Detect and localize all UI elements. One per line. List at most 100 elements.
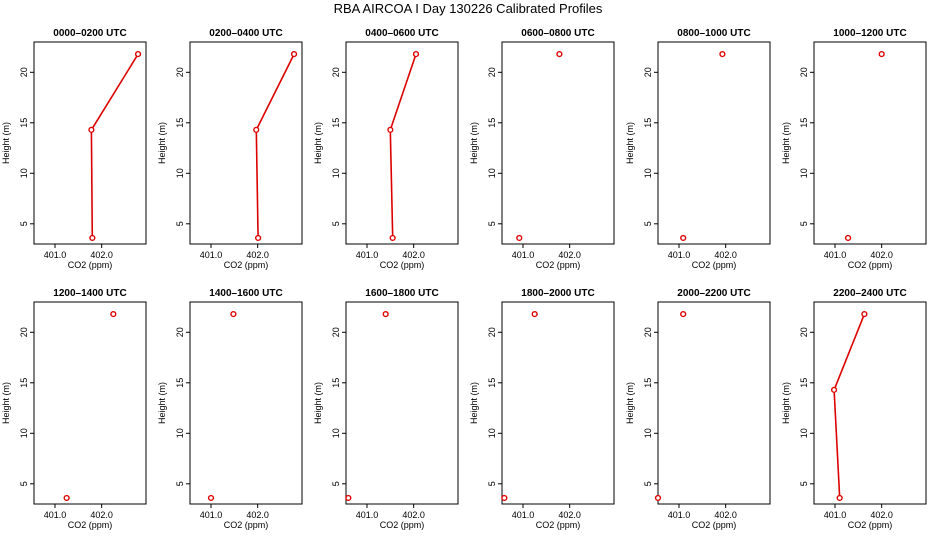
panel-title: 2200–2400 UTC xyxy=(833,288,906,299)
profile-point xyxy=(89,234,96,242)
y-tick-label: 15 xyxy=(175,378,185,388)
y-tick-label: 20 xyxy=(799,327,809,337)
plot-frame xyxy=(33,41,147,245)
plot-frame xyxy=(33,301,147,505)
x-tick-label: 402.0 xyxy=(870,510,893,520)
x-axis-label: CO2 (ppm) xyxy=(380,520,425,530)
x-axis-label: CO2 (ppm) xyxy=(536,260,581,270)
profile-point xyxy=(516,234,523,242)
x-tick-label: 402.0 xyxy=(714,510,737,520)
plot-frame xyxy=(345,301,459,505)
y-tick-label: 5 xyxy=(799,481,809,486)
profile-line xyxy=(90,53,139,238)
profile-point xyxy=(654,494,662,502)
y-tick-label: 10 xyxy=(487,428,497,438)
y-tick-label: 5 xyxy=(643,481,653,486)
y-tick-label: 5 xyxy=(331,481,341,486)
x-tick-label: 402.0 xyxy=(246,250,269,260)
y-tick-label: 10 xyxy=(175,428,185,438)
chart-main-title: RBA AIRCOA I Day 130226 Calibrated Profi… xyxy=(333,1,603,16)
x-tick-label: 402.0 xyxy=(90,510,113,520)
y-tick-label: 15 xyxy=(487,378,497,388)
y-tick-label: 20 xyxy=(487,327,497,337)
x-axis-label: CO2 (ppm) xyxy=(692,520,737,530)
profile-line xyxy=(255,53,295,238)
y-tick-label: 20 xyxy=(331,67,341,77)
x-axis-label: CO2 (ppm) xyxy=(692,260,737,270)
y-tick-label: 5 xyxy=(19,221,29,226)
profile-point xyxy=(255,234,262,242)
profile-point xyxy=(556,51,563,58)
profile-point xyxy=(63,494,70,502)
y-axis-label: Height (m) xyxy=(313,382,323,424)
plot-frame xyxy=(345,41,459,245)
panel-title: 1000–1200 UTC xyxy=(833,28,906,39)
profile-point xyxy=(387,126,394,133)
y-tick-label: 10 xyxy=(331,428,341,438)
y-tick-label: 10 xyxy=(799,168,809,178)
y-tick-label: 20 xyxy=(799,67,809,77)
y-tick-label: 20 xyxy=(487,67,497,77)
profile-point xyxy=(253,126,260,133)
profile-line xyxy=(389,53,417,238)
x-axis-label: CO2 (ppm) xyxy=(380,260,425,270)
plot-frame xyxy=(189,41,303,245)
x-axis-label: CO2 (ppm) xyxy=(224,520,269,530)
y-tick-label: 5 xyxy=(175,221,185,226)
plot-frame xyxy=(501,41,615,245)
x-tick-label: 401.0 xyxy=(44,250,67,260)
y-tick-label: 10 xyxy=(175,168,185,178)
panel-title: 0000–0200 UTC xyxy=(53,28,126,39)
profile-point xyxy=(389,234,396,242)
plot-frame xyxy=(813,301,927,505)
x-tick-label: 401.0 xyxy=(200,510,223,520)
y-tick-label: 10 xyxy=(799,428,809,438)
x-tick-label: 401.0 xyxy=(44,510,67,520)
panel-title: 0600–0800 UTC xyxy=(521,28,594,39)
plot-frame xyxy=(189,301,303,505)
y-tick-label: 5 xyxy=(175,481,185,486)
y-tick-label: 10 xyxy=(331,168,341,178)
y-tick-label: 10 xyxy=(643,428,653,438)
y-axis-label: Height (m) xyxy=(1,122,11,164)
x-tick-label: 402.0 xyxy=(558,510,581,520)
profile-point xyxy=(134,51,142,58)
plot-frame xyxy=(813,41,927,245)
profile-point xyxy=(719,51,726,58)
x-tick-label: 401.0 xyxy=(200,250,223,260)
profile-point xyxy=(680,234,687,242)
profile-point xyxy=(830,386,838,393)
x-axis-label: CO2 (ppm) xyxy=(68,520,113,530)
y-tick-label: 10 xyxy=(19,428,29,438)
panel-title: 0800–1000 UTC xyxy=(677,28,750,39)
y-axis-label: Height (m) xyxy=(469,382,479,424)
x-axis-label: CO2 (ppm) xyxy=(536,520,581,530)
y-tick-label: 5 xyxy=(487,481,497,486)
profile-point xyxy=(207,494,215,502)
profile-line xyxy=(833,313,866,498)
y-tick-label: 20 xyxy=(175,327,185,337)
x-tick-label: 402.0 xyxy=(402,250,425,260)
x-tick-label: 401.0 xyxy=(824,510,847,520)
y-tick-label: 20 xyxy=(643,327,653,337)
y-axis-label: Height (m) xyxy=(157,382,167,424)
profile-point xyxy=(680,311,687,318)
y-tick-label: 5 xyxy=(331,221,341,226)
x-tick-label: 402.0 xyxy=(90,250,113,260)
y-tick-label: 15 xyxy=(175,118,185,128)
y-axis-label: Height (m) xyxy=(469,122,479,164)
y-tick-label: 5 xyxy=(19,481,29,486)
x-tick-label: 401.0 xyxy=(356,250,379,260)
panel-title: 1600–1800 UTC xyxy=(365,288,438,299)
x-tick-label: 402.0 xyxy=(558,250,581,260)
y-tick-label: 15 xyxy=(331,378,341,388)
y-tick-label: 5 xyxy=(643,221,653,226)
panel-title: 1800–2000 UTC xyxy=(521,288,594,299)
y-tick-label: 15 xyxy=(643,378,653,388)
